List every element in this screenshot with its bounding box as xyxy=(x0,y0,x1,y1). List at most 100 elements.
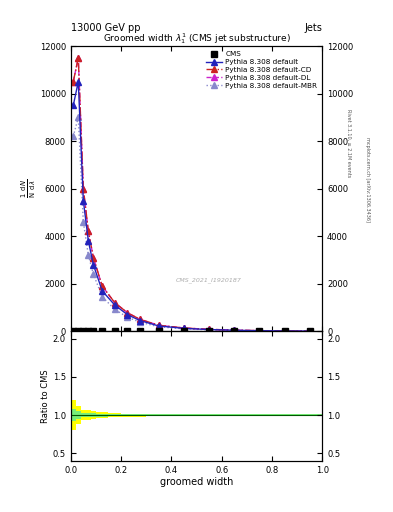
Line: Pythia 8.308 default-MBR: Pythia 8.308 default-MBR xyxy=(70,115,312,334)
Bar xyxy=(297,414,322,416)
Pythia 8.308 default-CD xyxy=(81,185,86,191)
Pythia 8.308 default-MBR xyxy=(207,327,211,333)
Pythia 8.308 default-MBR xyxy=(307,328,312,334)
Bar xyxy=(76,411,81,419)
Line: Pythia 8.308 default-CD: Pythia 8.308 default-CD xyxy=(70,55,312,334)
Bar xyxy=(146,414,171,416)
Pythia 8.308 default-CD xyxy=(138,316,142,323)
CMS xyxy=(207,328,211,334)
CMS xyxy=(76,328,81,334)
Text: mcplots.cern.ch [arXiv:1306.3436]: mcplots.cern.ch [arXiv:1306.3436] xyxy=(365,137,371,222)
CMS xyxy=(257,328,262,334)
CMS xyxy=(282,328,287,334)
Text: 13000 GeV pp: 13000 GeV pp xyxy=(71,23,140,33)
CMS xyxy=(112,328,117,334)
Pythia 8.308 default-MBR xyxy=(257,328,262,334)
CMS xyxy=(100,328,105,334)
Bar xyxy=(81,413,86,417)
Bar xyxy=(171,414,196,416)
CMS xyxy=(138,328,142,334)
Y-axis label: $\frac{1}{\mathrm{N}}\,\frac{\mathrm{d}N}{\mathrm{d}\lambda}$: $\frac{1}{\mathrm{N}}\,\frac{\mathrm{d}N… xyxy=(20,179,38,198)
Text: Jets: Jets xyxy=(305,23,322,33)
X-axis label: groomed width: groomed width xyxy=(160,477,233,487)
CMS xyxy=(86,328,91,334)
Y-axis label: Ratio to CMS: Ratio to CMS xyxy=(41,369,50,423)
Pythia 8.308 default xyxy=(182,325,186,331)
Pythia 8.308 default-DL xyxy=(91,254,96,261)
Pythia 8.308 default-DL xyxy=(207,326,211,332)
Pythia 8.308 default-MBR xyxy=(91,271,96,278)
Bar xyxy=(96,414,108,417)
Pythia 8.308 default-DL xyxy=(76,55,81,61)
Line: CMS: CMS xyxy=(70,328,313,335)
Pythia 8.308 default-DL xyxy=(81,185,86,191)
Pythia 8.308 default xyxy=(71,102,75,109)
Pythia 8.308 default-MBR xyxy=(71,133,75,139)
Bar xyxy=(91,411,96,419)
Bar xyxy=(86,413,91,417)
Bar xyxy=(86,411,91,420)
Pythia 8.308 default-CD xyxy=(76,55,81,61)
Pythia 8.308 default-CD xyxy=(207,326,211,332)
Bar xyxy=(171,414,196,416)
Pythia 8.308 default xyxy=(307,328,312,334)
Pythia 8.308 default-CD xyxy=(307,328,312,334)
Pythia 8.308 default-CD xyxy=(182,325,186,331)
Pythia 8.308 default xyxy=(81,198,86,204)
Pythia 8.308 default xyxy=(76,79,81,85)
Pythia 8.308 default-DL xyxy=(86,228,91,234)
Bar xyxy=(247,414,272,416)
Bar xyxy=(91,413,96,417)
Bar xyxy=(108,414,121,416)
Text: Rivet 3.1.10, ≥ 2.1M events: Rivet 3.1.10, ≥ 2.1M events xyxy=(346,109,351,178)
Pythia 8.308 default xyxy=(86,238,91,244)
Pythia 8.308 default-MBR xyxy=(156,324,161,330)
Line: Pythia 8.308 default-DL: Pythia 8.308 default-DL xyxy=(70,55,312,334)
Bar xyxy=(222,414,247,416)
Pythia 8.308 default xyxy=(207,327,211,333)
Bar xyxy=(76,406,81,424)
Pythia 8.308 default-MBR xyxy=(76,114,81,120)
CMS xyxy=(125,328,130,334)
Bar xyxy=(247,414,272,416)
Bar xyxy=(272,414,297,416)
Line: Pythia 8.308 default: Pythia 8.308 default xyxy=(70,79,312,334)
Pythia 8.308 default-MBR xyxy=(81,219,86,225)
Bar xyxy=(121,414,134,416)
Bar xyxy=(196,414,222,416)
Pythia 8.308 default-DL xyxy=(282,328,287,334)
Pythia 8.308 default xyxy=(125,311,130,317)
Pythia 8.308 default-MBR xyxy=(100,294,105,300)
Bar xyxy=(71,400,76,430)
Pythia 8.308 default xyxy=(112,302,117,308)
CMS xyxy=(81,328,86,334)
Pythia 8.308 default-DL xyxy=(232,327,237,333)
Bar xyxy=(121,414,134,417)
Pythia 8.308 default-DL xyxy=(71,79,75,85)
Pythia 8.308 default-DL xyxy=(156,322,161,328)
Pythia 8.308 default xyxy=(91,262,96,268)
Pythia 8.308 default-CD xyxy=(125,310,130,316)
Bar xyxy=(146,414,171,416)
Pythia 8.308 default xyxy=(232,327,237,333)
Pythia 8.308 default-DL xyxy=(307,328,312,334)
Pythia 8.308 default-CD xyxy=(86,228,91,234)
CMS xyxy=(71,328,75,334)
Pythia 8.308 default-MBR xyxy=(125,314,130,320)
Pythia 8.308 default-CD xyxy=(100,283,105,289)
Pythia 8.308 default-MBR xyxy=(232,327,237,333)
Pythia 8.308 default-DL xyxy=(125,310,130,316)
Bar xyxy=(108,413,121,417)
Bar xyxy=(134,414,146,416)
Pythia 8.308 default-DL xyxy=(138,316,142,323)
Pythia 8.308 default-CD xyxy=(91,254,96,261)
Bar xyxy=(222,414,247,416)
Pythia 8.308 default-CD xyxy=(257,328,262,334)
Pythia 8.308 default-CD xyxy=(232,327,237,333)
Pythia 8.308 default-CD xyxy=(282,328,287,334)
Bar xyxy=(272,414,297,416)
Pythia 8.308 default xyxy=(156,323,161,329)
Pythia 8.308 default-MBR xyxy=(282,328,287,334)
Pythia 8.308 default-DL xyxy=(100,283,105,289)
Pythia 8.308 default-DL xyxy=(257,328,262,334)
